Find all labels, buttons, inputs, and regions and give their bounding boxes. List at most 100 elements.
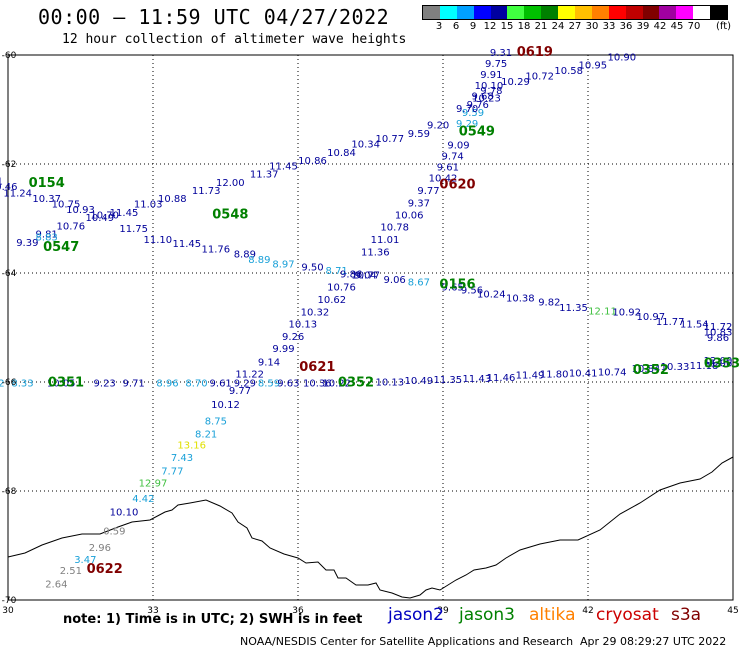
track-labels: 0619 0549 0620 0154 0548 0547 0156 0621 0351 0352… [29, 45, 740, 577]
wave-height-value: 10.84 [327, 148, 356, 159]
wave-height-value: 8.83 [36, 232, 58, 243]
wave-height-value: 10.33 [661, 362, 690, 373]
wave-height-value: 9.91 [480, 70, 502, 81]
wave-height-value: 10.75 [52, 200, 81, 211]
legend-tick: 30 [585, 21, 599, 32]
wave-height-value: 10.13 [289, 320, 318, 331]
wave-height-value: 10.23 [472, 93, 501, 104]
credit-text: NOAA/NESDIS Center for Satellite Applica… [240, 635, 574, 648]
track-time-label: 0548 [212, 208, 248, 223]
wave-height-value: 9.86 [707, 333, 729, 344]
legend-tick: 27 [568, 21, 582, 32]
wave-height-value: 9.63 [277, 378, 299, 389]
wave-height-value: 9.81 [36, 230, 58, 241]
wave-height-value: 11.49 [516, 371, 545, 382]
generated-date: Apr 29 08:29:27 UTC 2022 [580, 635, 727, 648]
color-scale-legend [422, 5, 728, 20]
satellite-legend-cryosat: cryosat [596, 605, 659, 625]
legend-swatch [456, 6, 474, 19]
wave-height-value: 10.12 [211, 400, 240, 411]
wave-height-value: 3.47 [74, 555, 96, 566]
wave-height-value: 10.86 [298, 156, 327, 167]
legend-tick: 9 [469, 21, 477, 32]
wave-height-value: 12.00 [216, 178, 245, 189]
track-time-label: 0621 [299, 360, 335, 375]
legend-swatch [625, 6, 643, 19]
legend-tick: 45 [670, 21, 684, 32]
legend-tick: 15 [500, 21, 514, 32]
wave-height-value: 11.80 [540, 370, 569, 381]
wave-height-value: 10.77 [376, 134, 405, 145]
wave-height-value: 2.51 [60, 566, 82, 577]
wave-height-value: 12.97 [139, 479, 168, 490]
page-subtitle: 12 hour collection of altimeter wave hei… [62, 32, 407, 47]
legend-swatch [608, 6, 626, 19]
wave-height-value: 11.24 [3, 189, 32, 200]
wave-height-value: 10.13 [376, 377, 405, 388]
wave-height-value: 11.22 [235, 370, 264, 381]
wave-height-value: 11.45 [110, 208, 139, 219]
wave-height-value: 10.72 [525, 72, 554, 83]
wave-height-value: 10.06 [395, 211, 424, 222]
legend-swatch [423, 6, 440, 19]
wave-height-value: 9.37 [408, 199, 430, 210]
wave-height-value: 8.52 [0, 378, 5, 389]
legend-tick: 39 [636, 21, 650, 32]
lat-tick-label: -60 [2, 51, 17, 61]
legend-swatch [490, 6, 508, 19]
wave-height-value: 10.77 [351, 270, 380, 281]
wave-height-value: 10.38 [506, 293, 535, 304]
wave-height-value: 8.97 [272, 260, 294, 271]
legend-tick: 21 [534, 21, 548, 32]
track-time-label: 0547 [43, 240, 79, 255]
wave-height-value: 9.59 [462, 108, 484, 119]
wave-height-value: 10.83 [704, 328, 733, 339]
wave-height-value: 8.21 [195, 430, 217, 441]
wave-height-value: 10.37 [32, 194, 61, 205]
legend-swatch [541, 6, 559, 19]
wave-height-value: 9.68 [472, 92, 494, 103]
wave-height-value: 11.76 [202, 244, 231, 255]
track-time-label: 0154 [29, 176, 65, 191]
wave-height-value: 13.16 [177, 440, 206, 451]
legend-swatch [507, 6, 525, 19]
wave-height-value: 10.76 [57, 221, 86, 232]
wave-height-value: 11.77 [656, 317, 685, 328]
lat-tick-label: -62 [2, 160, 17, 170]
wave-height-value: 11.54 [680, 320, 709, 331]
wave-height-value: 0.59 [103, 527, 125, 538]
wave-height-value: 9.76 [467, 100, 489, 111]
wave-height-value: 12.00 [704, 356, 733, 367]
legend-tick: 70 [687, 21, 701, 32]
legend-tick: 33 [602, 21, 616, 32]
wave-height-value: 2.96 [89, 543, 111, 554]
satellite-legend-s3a: s3a [671, 605, 702, 625]
lon-tick-label: 30 [2, 606, 14, 616]
wave-height-value: 7.77 [161, 467, 183, 478]
legend-tick: 42 [653, 21, 667, 32]
axis-labels: 30 33 36 39 42 45 -60 -62 -64 -66 -68 -70 [2, 51, 739, 616]
wave-height-value: 8.59 [258, 378, 280, 389]
wave-height-value: 10.41 [569, 369, 598, 380]
wave-height-value: 10.58 [554, 66, 583, 77]
track-time-label: 0353 [704, 356, 740, 371]
track-time-label: 0619 [517, 45, 553, 60]
lat-tick-label: -66 [2, 378, 17, 388]
satellite-legend-jason3: jason3 [459, 605, 515, 625]
wave-height-value: 9.75 [485, 59, 507, 70]
wave-height-value: 8.70 [185, 378, 207, 389]
wave-height-value: 9.71 [123, 378, 145, 389]
lon-tick-label: 36 [292, 606, 304, 616]
lat-tick-label: -70 [2, 596, 17, 606]
wave-height-value: 8.89 [248, 255, 270, 266]
wave-height-value: 11.37 [250, 170, 279, 181]
track-time-label: 0156 [439, 277, 475, 292]
wave-height-value: 11.06 [704, 359, 733, 370]
lon-tick-label: 33 [147, 606, 158, 616]
wave-height-value: 10.49 [405, 376, 434, 387]
wave-height-value: 9.31 [490, 48, 512, 59]
wave-height-value: 11.45 [173, 239, 202, 250]
wave-height-value: 11.18 [690, 361, 719, 372]
wave-height-value: 9.56 [461, 286, 483, 297]
wave-height-value: 11.35 [559, 303, 588, 314]
